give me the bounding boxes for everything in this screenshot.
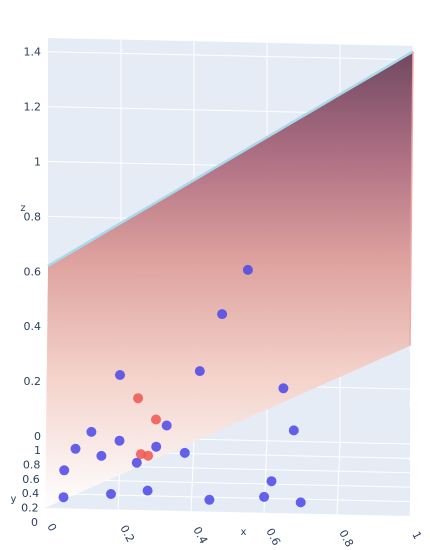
x-gridline-floor: [190, 439, 195, 512]
scatter-point[interactable]: [204, 494, 215, 505]
z-tick-label: 1.4: [24, 46, 42, 59]
scatter-point[interactable]: [179, 447, 190, 458]
z-gridline-back: [47, 51, 414, 61]
x-tick-label: 0: [44, 521, 59, 533]
z-tick-label: 0.2: [24, 375, 42, 388]
x-axis-title: x: [241, 527, 247, 538]
scatter-point[interactable]: [288, 425, 299, 436]
z-tick-label: 0.6: [24, 265, 42, 278]
x-tick-label: 0.2: [117, 523, 137, 545]
scatter-point[interactable]: [114, 435, 125, 446]
y-tick-label: 0.6: [22, 473, 40, 486]
scatter-point[interactable]: [58, 492, 69, 503]
y-tick-label: 0.8: [23, 458, 41, 471]
x-tick-label: 0.8: [336, 528, 356, 550]
z-tick-label: 0.4: [24, 320, 42, 333]
scatter-point[interactable]: [86, 426, 97, 437]
z-tick-label: 1: [34, 156, 41, 169]
x-tick-label: 1: [409, 529, 424, 541]
y-tick-label: 1: [34, 444, 41, 457]
scatter-point[interactable]: [217, 309, 228, 320]
z-axis-title: z: [20, 203, 25, 214]
z-tick-label: 0.8: [24, 210, 42, 223]
y-tick-label: 0: [31, 516, 38, 529]
scatter-point[interactable]: [278, 383, 289, 394]
scatter-point[interactable]: [259, 491, 270, 502]
surface-edge: [409, 51, 414, 346]
scatter-point[interactable]: [96, 450, 107, 461]
scatter-point[interactable]: [151, 414, 161, 425]
scatter-point[interactable]: [59, 465, 70, 476]
y-tick-label: 0.4: [22, 487, 40, 500]
y-tick-label: 0.2: [21, 502, 39, 515]
scatter-point[interactable]: [135, 449, 146, 460]
z-tick-label: 1.2: [24, 101, 42, 114]
z-tick-label: 0: [34, 430, 41, 443]
x-gridline-floor: [336, 442, 341, 515]
scatter-point[interactable]: [194, 366, 205, 377]
scatter-point[interactable]: [142, 485, 153, 496]
scatter-point[interactable]: [133, 393, 144, 404]
surface-edge: [47, 50, 414, 267]
scatter-point[interactable]: [106, 489, 116, 499]
scatter-point[interactable]: [70, 443, 81, 454]
scatter-point[interactable]: [151, 441, 162, 452]
y-gridline-floor: [46, 478, 412, 488]
scatter-point[interactable]: [131, 457, 142, 468]
scatter-point[interactable]: [295, 497, 306, 508]
x-tick-label: 0.6: [263, 526, 283, 548]
scatter-point[interactable]: [161, 420, 172, 431]
x-tick-label: 0.4: [190, 525, 210, 547]
scatter-point[interactable]: [266, 476, 277, 487]
scatter-point[interactable]: [115, 370, 125, 380]
scatter-point[interactable]: [242, 264, 253, 275]
y-axis-title: y: [11, 494, 17, 505]
